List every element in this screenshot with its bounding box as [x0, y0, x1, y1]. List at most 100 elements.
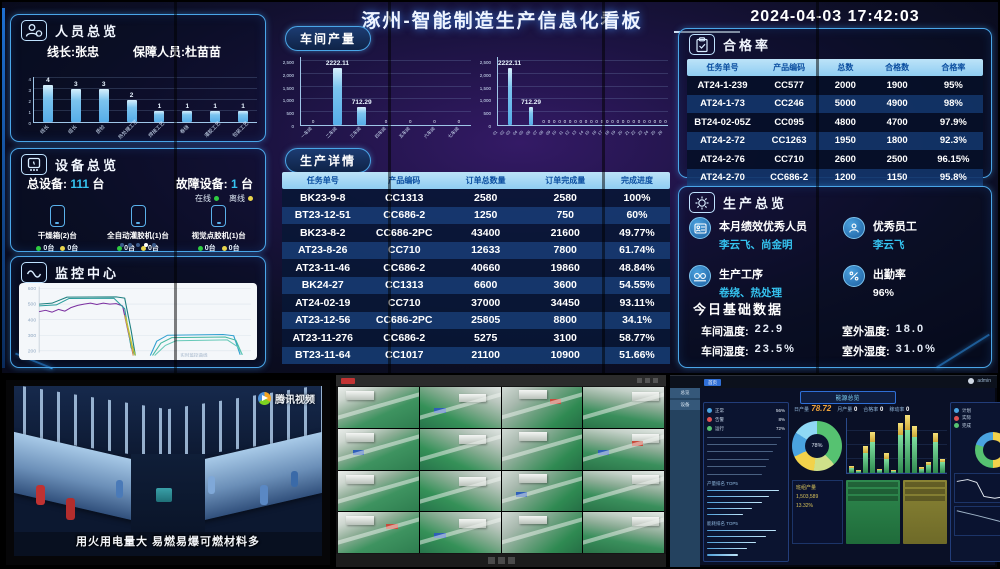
- table-cell: CC686-2: [383, 261, 426, 274]
- gridline: [498, 85, 668, 87]
- workshop-bar-chart-2: 2222.11712.29000000000000000000000000050…: [479, 48, 670, 148]
- camera-cell[interactable]: [501, 387, 583, 428]
- x-label-slot: 灌胶工艺: [201, 121, 229, 139]
- bar-item: 0: [647, 57, 652, 125]
- camera-cell[interactable]: [583, 470, 664, 512]
- home-button[interactable]: 首页: [704, 378, 721, 386]
- camera-cell[interactable]: [419, 428, 501, 470]
- bar-value-label: 0: [611, 119, 614, 124]
- bar-item: 2222.11: [498, 57, 521, 125]
- mini-center-panel: 日产量 78.72 月产量 0 合格率 0 稼动率 0 78% 班组产量 1,503,5…: [792, 402, 947, 562]
- toolbar-button[interactable]: [653, 378, 658, 383]
- camera-cell[interactable]: [583, 387, 664, 428]
- camera-cell[interactable]: [501, 470, 583, 512]
- camera-cell[interactable]: [419, 470, 501, 512]
- gridline: [301, 85, 471, 87]
- crate-blue: [434, 408, 446, 414]
- pass-rate-table: 任务单号 产品编码 总数 合格数 合格率 AT24-1-239 CC577 2000 1900 9…: [687, 59, 983, 187]
- h-bar: [707, 554, 739, 556]
- bar: [70, 89, 81, 122]
- layout-button[interactable]: [488, 557, 495, 564]
- bar-item: 0: [610, 57, 615, 125]
- device-icon: [49, 205, 65, 227]
- bar-stack: [877, 469, 882, 473]
- line-leader: 线长:张忠: [47, 45, 99, 59]
- table-row: AT23-8-26 CC710 12633 7800 61.74%: [282, 241, 670, 259]
- bar-stack: [933, 432, 938, 473]
- bar: [182, 111, 193, 122]
- bar-item: 2: [118, 77, 146, 122]
- bar-item: 0: [658, 57, 663, 125]
- page-dot-active[interactable]: [144, 243, 148, 247]
- table-row: BT23-11-64 CC1017 21100 10900 51.66%: [282, 346, 670, 364]
- legend-label: 计划: [962, 407, 971, 413]
- column-header: 任务单号: [306, 176, 339, 185]
- table-cell: 5000: [834, 98, 856, 110]
- record-button[interactable]: [341, 377, 355, 384]
- bar-green: [926, 464, 931, 473]
- x-tick-label: 卷绕: [179, 124, 191, 136]
- table-cell: BK24-27: [301, 279, 344, 292]
- camera-cell[interactable]: [583, 428, 664, 470]
- bar-item: 0: [663, 57, 668, 125]
- camera-cell[interactable]: [338, 470, 419, 512]
- page-dot[interactable]: [128, 243, 132, 247]
- camera-cell[interactable]: [338, 387, 419, 428]
- personnel-info: 线长:张忠 保障人员:杜苗苗: [47, 43, 221, 60]
- camera-cell[interactable]: [501, 512, 583, 553]
- bar-item: 0: [398, 57, 422, 125]
- mini-stats-row: 日产量 78.72 月产量 0 合格率 0 稼动率 0: [794, 404, 947, 413]
- bar-value-label: 1: [213, 103, 217, 110]
- table-cell: CC1313: [384, 279, 424, 292]
- camera-cell[interactable]: [338, 428, 419, 470]
- bar-stack: [870, 431, 875, 473]
- y-tick-label: 1,500: [479, 85, 491, 91]
- x-tick-label: 包装工艺: [231, 120, 251, 140]
- bar-value-label: 2222.11: [325, 60, 349, 68]
- legend-label: 告警: [715, 416, 724, 422]
- bar-yellow: [898, 422, 903, 436]
- layout-button[interactable]: [508, 557, 515, 564]
- camera-cell[interactable]: [419, 387, 501, 428]
- toolbar-button[interactable]: [637, 378, 642, 383]
- mini-left-panel: 正常 56% 告警 8% 运行 72% 产量排名 TOP5 能耗排名 TOP5: [703, 402, 789, 562]
- sidebar-item-overview[interactable]: 总览: [670, 388, 700, 398]
- bars-row: 4 3 3 2 1 1 1 1: [34, 77, 257, 122]
- page-dot[interactable]: [136, 243, 140, 247]
- sidebar-item-devices[interactable]: 设备: [670, 400, 700, 410]
- gridline: [34, 88, 257, 89]
- device-card: 全自动灌胶机(1)台 0台 0台: [98, 205, 179, 253]
- y-tick-label: 2,500: [282, 60, 294, 65]
- camera-cell[interactable]: [583, 512, 664, 553]
- equipment-panel: 设备总览 总设备: 111 台 故障设备: 1 台 在线 离线 干燥箱(2)台 …: [10, 148, 266, 252]
- gridline: [34, 110, 257, 111]
- user-menu[interactable]: admin: [968, 378, 991, 384]
- bar-item: 0: [615, 57, 620, 125]
- table-cell: 2580: [473, 191, 498, 204]
- legend-dot: [707, 426, 712, 431]
- bar-value-label: 0: [621, 119, 625, 124]
- y-tick-label: 500: [483, 111, 491, 117]
- toolbar-button[interactable]: [645, 378, 650, 383]
- h-bar: [707, 502, 762, 504]
- note-line: 班组产量: [796, 485, 817, 491]
- gridline: [301, 72, 471, 74]
- video-feed-screen: 腾讯视频 用火用电量大 易燃易爆可燃材料多: [6, 380, 330, 565]
- camera-cell[interactable]: [419, 512, 501, 553]
- h-bar: [707, 548, 747, 550]
- stat-item: 稼动率 0: [889, 407, 910, 413]
- x-label-slot: 七车间: [447, 126, 471, 148]
- pagination-dots[interactable]: [11, 243, 265, 247]
- bar-item: 0: [557, 57, 562, 125]
- svg-text:200: 200: [28, 349, 37, 355]
- page-dot[interactable]: [152, 243, 156, 247]
- bar-value-label: 0: [648, 119, 651, 124]
- donut-chart: 78%: [792, 421, 842, 471]
- layout-button[interactable]: [498, 557, 505, 564]
- page-dot[interactable]: [120, 243, 124, 247]
- bar-green: [933, 442, 938, 473]
- bar-value-label: 0: [574, 119, 577, 124]
- camera-cell[interactable]: [501, 428, 583, 470]
- camera-cell[interactable]: [338, 512, 419, 553]
- bar-item: 0: [447, 57, 471, 125]
